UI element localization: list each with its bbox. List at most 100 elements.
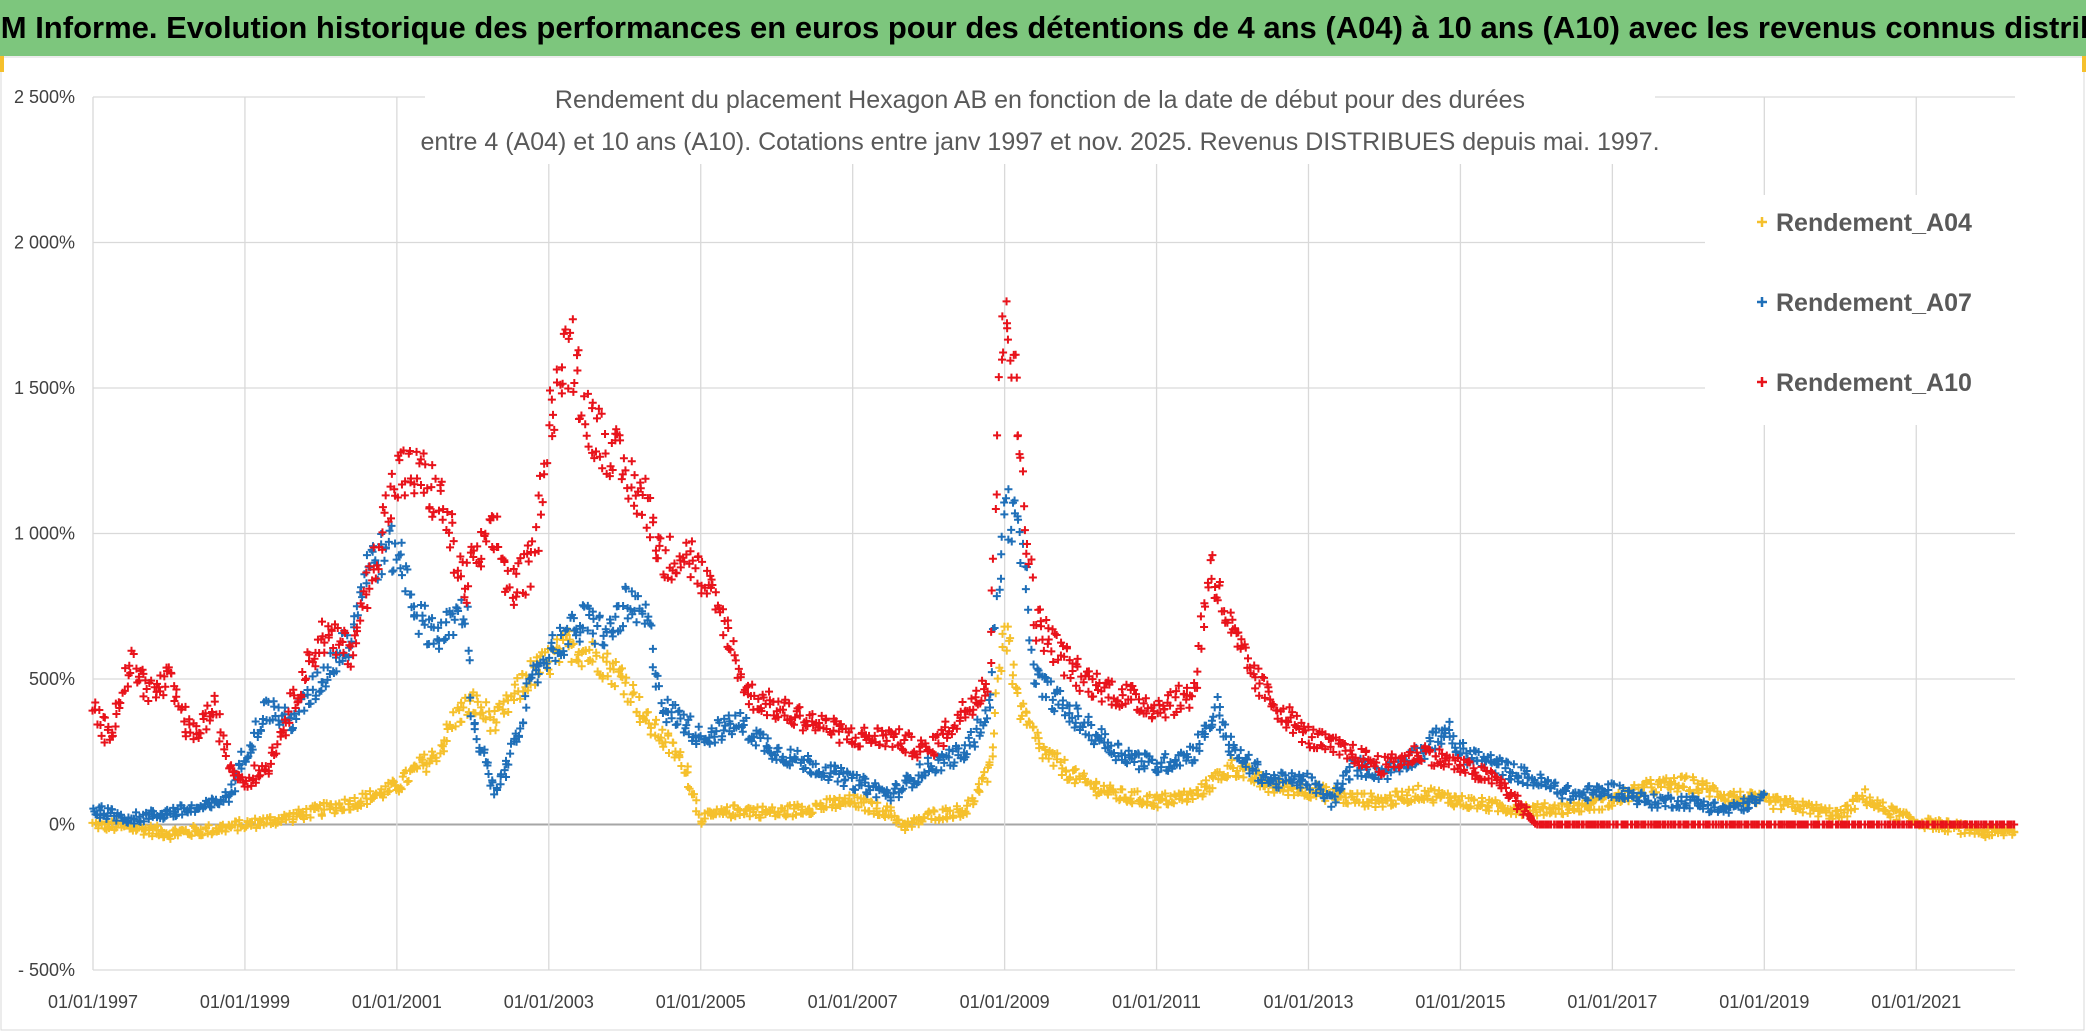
data-point xyxy=(588,398,597,407)
data-point xyxy=(434,506,443,515)
data-point xyxy=(502,773,511,781)
data-point xyxy=(1554,804,1563,813)
data-point xyxy=(635,693,644,702)
data-point xyxy=(311,691,320,700)
data-point xyxy=(464,646,473,655)
data-point xyxy=(321,682,330,691)
data-point xyxy=(132,808,141,817)
data-point xyxy=(1279,787,1288,796)
data-point xyxy=(983,777,992,786)
data-point xyxy=(476,747,485,756)
data-point xyxy=(774,743,783,752)
data-point xyxy=(694,810,703,819)
data-point xyxy=(649,513,658,522)
data-point xyxy=(381,491,390,500)
data-point xyxy=(637,510,646,519)
data-point xyxy=(598,674,607,683)
data-point xyxy=(425,759,434,768)
y-tick-label: - 500% xyxy=(18,960,75,980)
data-point xyxy=(1478,797,1487,806)
data-point xyxy=(1039,646,1048,655)
data-point xyxy=(774,697,783,706)
x-tick-label: 01/01/2019 xyxy=(1719,992,1809,1012)
data-point xyxy=(1114,740,1123,749)
data-point xyxy=(292,714,301,723)
data-point xyxy=(96,813,105,822)
data-point xyxy=(661,546,670,555)
data-point xyxy=(685,784,694,793)
data-point xyxy=(854,803,863,812)
data-point xyxy=(144,697,153,706)
data-point xyxy=(253,732,262,741)
data-point xyxy=(700,814,709,823)
data-point xyxy=(492,718,501,727)
data-point xyxy=(1533,800,1542,809)
data-point xyxy=(247,742,256,751)
data-point xyxy=(915,760,924,769)
data-point xyxy=(1788,797,1797,806)
data-point xyxy=(650,720,659,729)
data-point xyxy=(95,705,104,714)
data-point xyxy=(499,709,508,718)
data-point xyxy=(407,590,416,599)
data-point xyxy=(1251,684,1260,693)
data-point xyxy=(410,602,419,611)
data-point xyxy=(460,619,469,628)
data-point xyxy=(1042,616,1051,625)
data-point xyxy=(1226,608,1235,617)
data-point xyxy=(1122,680,1131,689)
data-point xyxy=(1378,802,1387,811)
data-point xyxy=(434,623,443,632)
data-point xyxy=(659,742,668,751)
data-point xyxy=(591,447,600,456)
data-point xyxy=(643,708,652,717)
data-point xyxy=(791,810,800,819)
data-point xyxy=(482,537,491,546)
data-point xyxy=(1509,760,1518,769)
data-point xyxy=(500,766,509,775)
x-tick-label: 01/01/2017 xyxy=(1567,992,1657,1012)
data-point xyxy=(251,814,260,823)
data-point xyxy=(1178,796,1187,805)
data-point xyxy=(1057,770,1066,779)
data-point xyxy=(1158,794,1167,803)
data-point xyxy=(420,620,429,629)
data-point xyxy=(396,564,405,573)
data-point xyxy=(582,431,591,440)
data-point xyxy=(528,537,537,546)
legend-item-Rendement_A07: Rendement_A07 xyxy=(1757,289,1972,317)
data-point xyxy=(378,528,387,537)
data-point xyxy=(178,810,187,819)
data-point xyxy=(470,719,479,728)
data-point xyxy=(532,523,541,532)
data-point xyxy=(504,707,513,716)
data-point xyxy=(1161,713,1170,722)
data-point xyxy=(153,821,162,830)
data-point xyxy=(462,558,471,567)
data-point xyxy=(320,648,329,657)
data-point xyxy=(97,820,106,829)
data-point xyxy=(112,816,121,825)
data-point xyxy=(988,743,997,752)
data-point xyxy=(344,653,353,662)
legend-label: Rendement_A07 xyxy=(1776,289,1972,317)
data-point xyxy=(603,672,612,681)
data-point xyxy=(358,593,367,602)
page-header-title: ADAM Informe. Evolution historique des p… xyxy=(0,0,2086,56)
data-point xyxy=(1297,738,1306,747)
data-point xyxy=(1022,539,1031,548)
data-point xyxy=(997,666,1006,675)
data-point xyxy=(683,768,692,777)
data-point xyxy=(1846,806,1855,815)
data-point xyxy=(366,787,375,796)
data-point xyxy=(1208,551,1217,560)
data-point xyxy=(1017,711,1026,720)
data-point xyxy=(363,800,372,809)
data-point xyxy=(466,712,475,721)
data-point xyxy=(627,457,636,466)
data-point xyxy=(1196,612,1205,621)
data-point xyxy=(428,747,437,756)
data-point xyxy=(1065,773,1074,782)
data-point xyxy=(378,503,387,512)
data-point xyxy=(642,523,651,532)
